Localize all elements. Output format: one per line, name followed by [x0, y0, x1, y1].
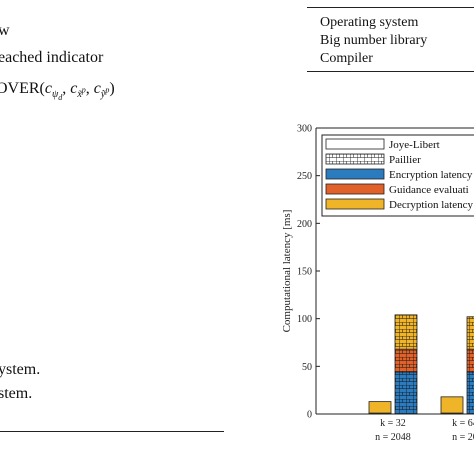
x-tick-label-k: k = 32: [380, 418, 406, 429]
bar-hatch-overlay: [467, 316, 474, 350]
y-tick-label: 150: [297, 267, 312, 278]
math-arg-3: c: [93, 80, 101, 97]
y-tick-label: 250: [297, 171, 312, 182]
y-tick-label: 300: [297, 124, 312, 135]
math-sub-psi: ψ: [52, 89, 59, 101]
y-tick-label: 0: [307, 410, 312, 421]
legend-swatch-hatch: [326, 154, 384, 164]
legend-label: Joye-Libert: [389, 139, 440, 151]
left-bottom-rule: [0, 431, 224, 432]
bar-hatch-overlay: [395, 314, 417, 350]
text-line-3: OVER(cψd, cx̃p, cỹp): [0, 80, 115, 107]
legend-label: Guidance evaluati: [389, 184, 469, 196]
legend-swatch: [325, 198, 385, 210]
math-arg-2: c: [70, 80, 78, 97]
math-sub-y: ỹ: [100, 89, 106, 101]
table-row-1: Operating system: [320, 15, 419, 30]
y-tick-label: 100: [297, 314, 312, 325]
legend-swatch: [325, 138, 385, 150]
math-sup-p2: p: [105, 85, 110, 95]
bar-hatch-overlay: [395, 349, 417, 373]
legend-swatch: [325, 183, 385, 195]
table-row-2: Big number library: [320, 33, 428, 48]
table-row-3: Compiler: [320, 51, 373, 66]
x-tick-label-n: n = 20: [452, 432, 474, 443]
bar-hatch-overlay: [467, 372, 474, 414]
table-top-rule: [307, 7, 474, 8]
text-line-2: eached indicator: [0, 49, 104, 66]
x-tick-label-n: n = 2048: [375, 432, 411, 443]
text-line-5: stem.: [0, 385, 33, 402]
math-sub-x: x̃: [77, 89, 82, 101]
math-sub-d: d: [58, 93, 63, 103]
bar-hatch-overlay: [467, 349, 474, 373]
bar-joyelibert-decryption-1: [440, 396, 464, 414]
bar-joyelibert-decryption-0: [368, 401, 392, 414]
function-name: OVER(: [0, 80, 45, 97]
legend-label: Encryption latency: [389, 169, 473, 181]
bar-hatch-overlay: [395, 372, 417, 414]
math-arg-1: c: [44, 80, 52, 97]
legend-label: Paillier: [389, 154, 421, 166]
text-line-4: ystem.: [0, 361, 41, 378]
legend-swatch: [325, 168, 385, 180]
table-bottom-rule: [307, 71, 474, 72]
y-tick-label: 50: [302, 362, 312, 373]
x-tick-label-k: k = 64: [452, 418, 474, 429]
legend-label: Decryption latency: [389, 199, 473, 211]
y-tick-label: 200: [297, 219, 312, 230]
math-sup-p1: p: [81, 85, 86, 95]
y-axis-label: Computational latency [ms]: [281, 210, 293, 333]
text-line-1: w: [0, 22, 10, 39]
